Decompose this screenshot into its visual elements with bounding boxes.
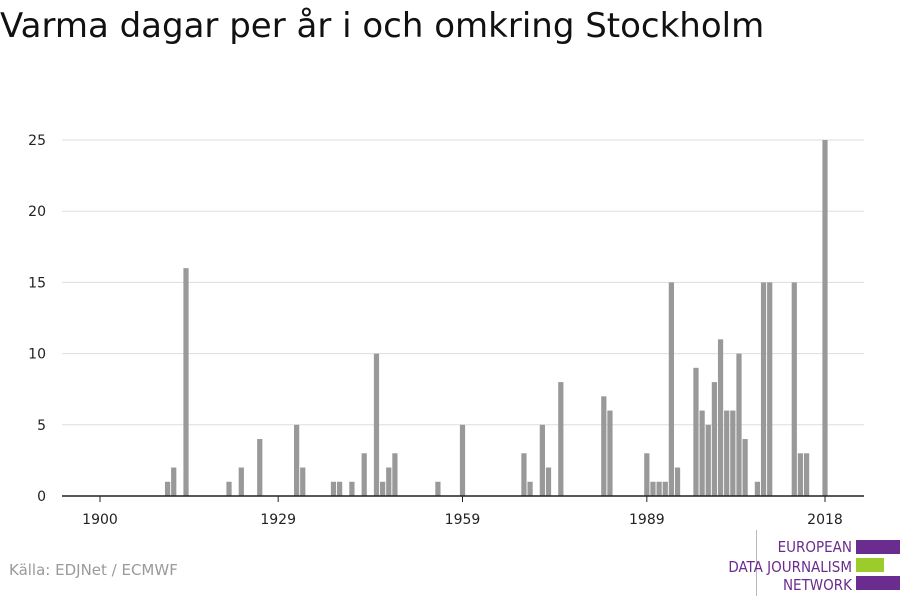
logo-line-3: NETWORK	[782, 576, 852, 594]
bar	[724, 410, 730, 496]
bar	[601, 396, 607, 496]
bar	[361, 453, 367, 496]
bar	[459, 424, 466, 496]
bar	[435, 481, 441, 496]
logo-bar-green	[856, 558, 884, 572]
x-tick-label: 1959	[445, 512, 481, 528]
bar	[373, 353, 380, 496]
y-tick-label: 20	[28, 204, 46, 220]
bar	[822, 140, 828, 496]
bar	[717, 339, 724, 496]
edjnet-logo: EUROPEAN DATA JOURNALISM NETWORK	[680, 528, 900, 596]
bar	[545, 467, 552, 496]
y-tick-label: 5	[37, 418, 46, 434]
bar	[742, 439, 748, 496]
y-tick-label: 15	[28, 275, 46, 291]
bar	[730, 410, 736, 496]
bar	[349, 481, 355, 496]
bar	[164, 481, 171, 496]
source-note: Källa: EDJNet / ECMWF	[9, 561, 178, 579]
bar	[791, 282, 797, 496]
bar	[330, 481, 337, 496]
bar	[558, 382, 564, 496]
bar	[693, 367, 699, 496]
logo-bar-purple-top	[856, 540, 900, 554]
bar	[300, 467, 306, 496]
bar	[674, 467, 681, 496]
bar	[607, 410, 613, 496]
bars	[164, 140, 828, 496]
logo-line-2: DATA JOURNALISM	[728, 558, 852, 576]
bar	[644, 453, 650, 496]
bar	[392, 453, 398, 496]
bar	[527, 481, 533, 496]
bar	[539, 424, 545, 496]
bar	[337, 481, 343, 496]
bar	[183, 268, 189, 496]
bar	[699, 410, 705, 496]
gridlines	[62, 139, 864, 426]
bar	[293, 424, 300, 496]
bar	[711, 382, 718, 496]
bar	[767, 282, 773, 496]
logo-divider	[756, 530, 757, 596]
logo-bar-purple-bottom	[856, 576, 900, 590]
y-tick-label: 25	[28, 133, 46, 149]
x-tick-label: 2018	[807, 512, 843, 528]
x-axis-ticks: 1900 1929 1959 1989 2018	[82, 496, 843, 528]
bar	[521, 453, 527, 496]
logo-line-1: EUROPEAN	[777, 538, 852, 556]
chart-title: Varma dagar per år i och omkring Stockho…	[0, 6, 765, 46]
bar	[650, 481, 656, 496]
bar	[257, 439, 263, 496]
y-tick-label: 0	[37, 489, 46, 505]
bar	[705, 424, 711, 496]
bar	[803, 453, 810, 496]
bar	[736, 353, 742, 496]
bar	[668, 282, 675, 496]
x-tick-label: 1989	[629, 512, 665, 528]
bar	[760, 282, 767, 496]
bar	[797, 453, 804, 496]
bar	[386, 467, 392, 496]
bar	[656, 481, 662, 496]
x-tick-label: 1900	[82, 512, 118, 528]
y-axis-ticks: 0 5 10 15 20 25	[28, 133, 46, 505]
bar	[662, 481, 668, 496]
bar	[226, 481, 232, 496]
bar-chart: 0 5 10 15 20 25 1900 1929 1959 1989 2018	[28, 133, 864, 528]
y-tick-label: 10	[28, 347, 46, 363]
x-tick-label: 1929	[260, 512, 296, 528]
bar	[238, 467, 244, 496]
bar	[380, 481, 386, 496]
bar	[171, 467, 177, 496]
bar	[754, 481, 761, 496]
